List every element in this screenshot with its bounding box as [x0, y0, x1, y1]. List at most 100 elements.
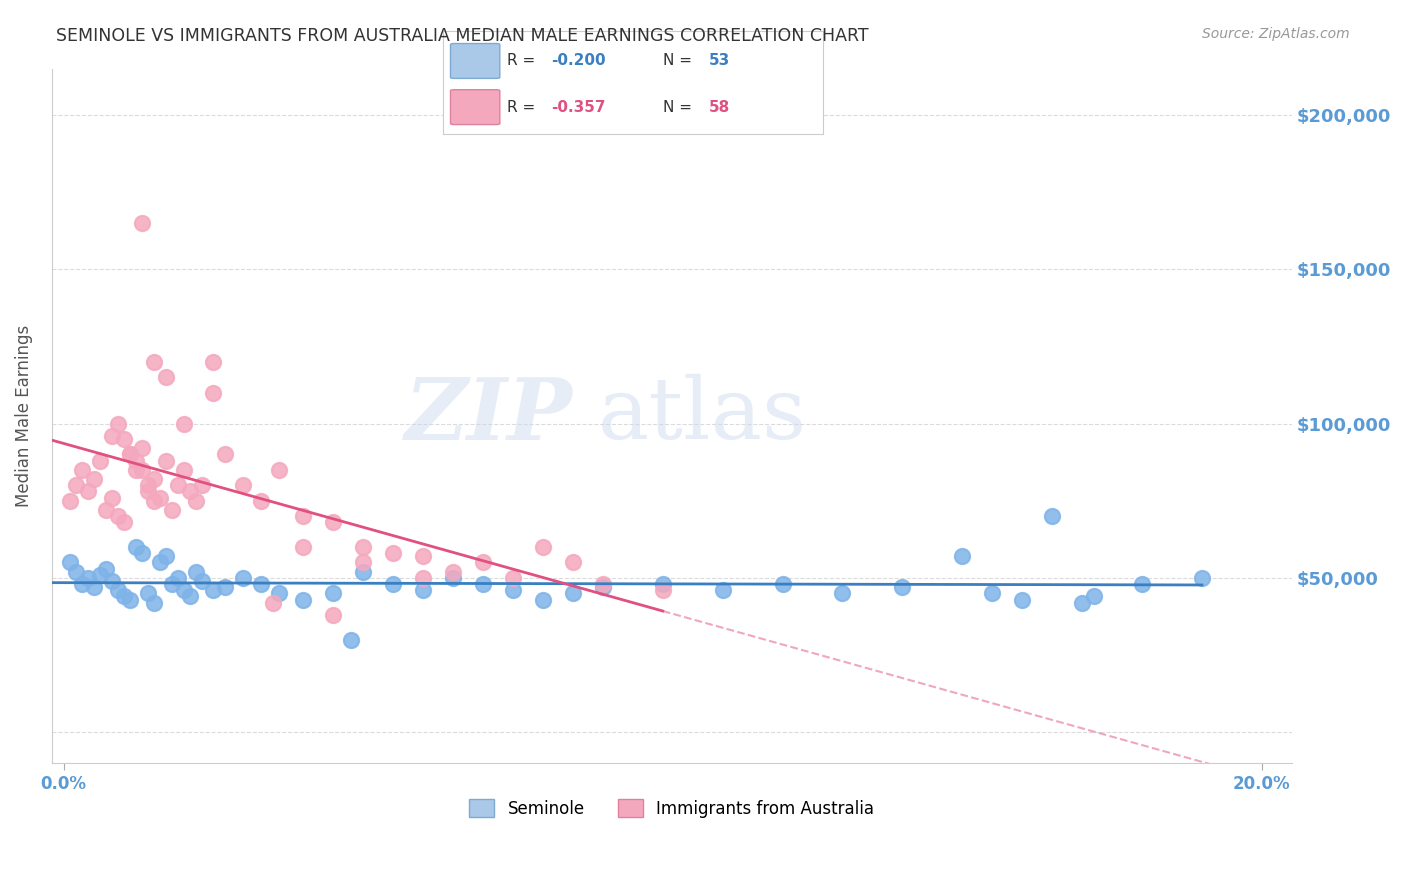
Text: N =: N = — [664, 54, 697, 69]
Point — [155, 549, 177, 564]
Point — [118, 447, 141, 461]
Point — [531, 540, 554, 554]
Point — [711, 583, 734, 598]
Point — [83, 580, 105, 594]
Point — [352, 540, 374, 554]
Text: R =: R = — [508, 100, 540, 115]
Point — [472, 556, 495, 570]
Point — [772, 577, 794, 591]
Point — [83, 472, 105, 486]
Point — [531, 592, 554, 607]
Point — [76, 484, 98, 499]
Point — [112, 432, 135, 446]
Point — [561, 556, 583, 570]
Point — [124, 463, 146, 477]
Point — [202, 385, 225, 400]
Point — [352, 556, 374, 570]
Point — [214, 447, 236, 461]
Point — [107, 583, 129, 598]
Point — [441, 565, 464, 579]
FancyBboxPatch shape — [450, 44, 501, 78]
Point — [65, 478, 87, 492]
Point — [76, 571, 98, 585]
Y-axis label: Median Male Earnings: Median Male Earnings — [15, 325, 32, 507]
Point — [412, 571, 434, 585]
Point — [118, 447, 141, 461]
Point — [160, 503, 183, 517]
Point — [441, 571, 464, 585]
Text: Source: ZipAtlas.com: Source: ZipAtlas.com — [1202, 27, 1350, 41]
Point — [502, 571, 524, 585]
Point — [166, 478, 188, 492]
Point — [70, 577, 93, 591]
Point — [1071, 596, 1094, 610]
Point — [179, 484, 201, 499]
Point — [651, 583, 673, 598]
Text: SEMINOLE VS IMMIGRANTS FROM AUSTRALIA MEDIAN MALE EARNINGS CORRELATION CHART: SEMINOLE VS IMMIGRANTS FROM AUSTRALIA ME… — [56, 27, 869, 45]
Point — [173, 463, 195, 477]
Point — [382, 546, 405, 560]
Text: 58: 58 — [709, 100, 730, 115]
Point — [173, 583, 195, 598]
Text: -0.357: -0.357 — [551, 100, 606, 115]
Point — [94, 561, 117, 575]
Legend: Seminole, Immigrants from Australia: Seminole, Immigrants from Australia — [463, 793, 882, 824]
Text: ZIP: ZIP — [405, 374, 572, 458]
Point — [131, 216, 153, 230]
Point — [190, 574, 212, 588]
Point — [59, 493, 82, 508]
Point — [100, 574, 122, 588]
Point — [118, 592, 141, 607]
Point — [382, 577, 405, 591]
Point — [322, 607, 344, 622]
Point — [292, 540, 315, 554]
Point — [142, 355, 165, 369]
Point — [89, 453, 111, 467]
Point — [173, 417, 195, 431]
Point — [131, 463, 153, 477]
Point — [651, 577, 673, 591]
Point — [322, 516, 344, 530]
Point — [136, 478, 159, 492]
Point — [1191, 571, 1213, 585]
Point — [179, 590, 201, 604]
Point — [269, 463, 291, 477]
Point — [65, 565, 87, 579]
Point — [142, 493, 165, 508]
Point — [136, 586, 159, 600]
Point — [124, 453, 146, 467]
Point — [124, 540, 146, 554]
Point — [107, 509, 129, 524]
Point — [100, 491, 122, 505]
Point — [155, 370, 177, 384]
Point — [1011, 592, 1033, 607]
Text: R =: R = — [508, 54, 540, 69]
Point — [136, 484, 159, 499]
Point — [94, 503, 117, 517]
Point — [184, 565, 207, 579]
Point — [292, 592, 315, 607]
Text: N =: N = — [664, 100, 697, 115]
Point — [142, 472, 165, 486]
Point — [250, 493, 273, 508]
Point — [592, 577, 614, 591]
Point — [352, 565, 374, 579]
Point — [1040, 509, 1063, 524]
Point — [190, 478, 212, 492]
Point — [502, 583, 524, 598]
Point — [148, 556, 170, 570]
Point — [59, 556, 82, 570]
Point — [100, 429, 122, 443]
Point — [166, 571, 188, 585]
Point — [184, 493, 207, 508]
Point — [232, 478, 254, 492]
Point — [112, 516, 135, 530]
Text: atlas: atlas — [598, 375, 807, 458]
Point — [214, 580, 236, 594]
Point — [322, 586, 344, 600]
Point — [269, 586, 291, 600]
Text: -0.200: -0.200 — [551, 54, 606, 69]
Point — [292, 509, 315, 524]
Point — [155, 453, 177, 467]
Text: 53: 53 — [709, 54, 730, 69]
